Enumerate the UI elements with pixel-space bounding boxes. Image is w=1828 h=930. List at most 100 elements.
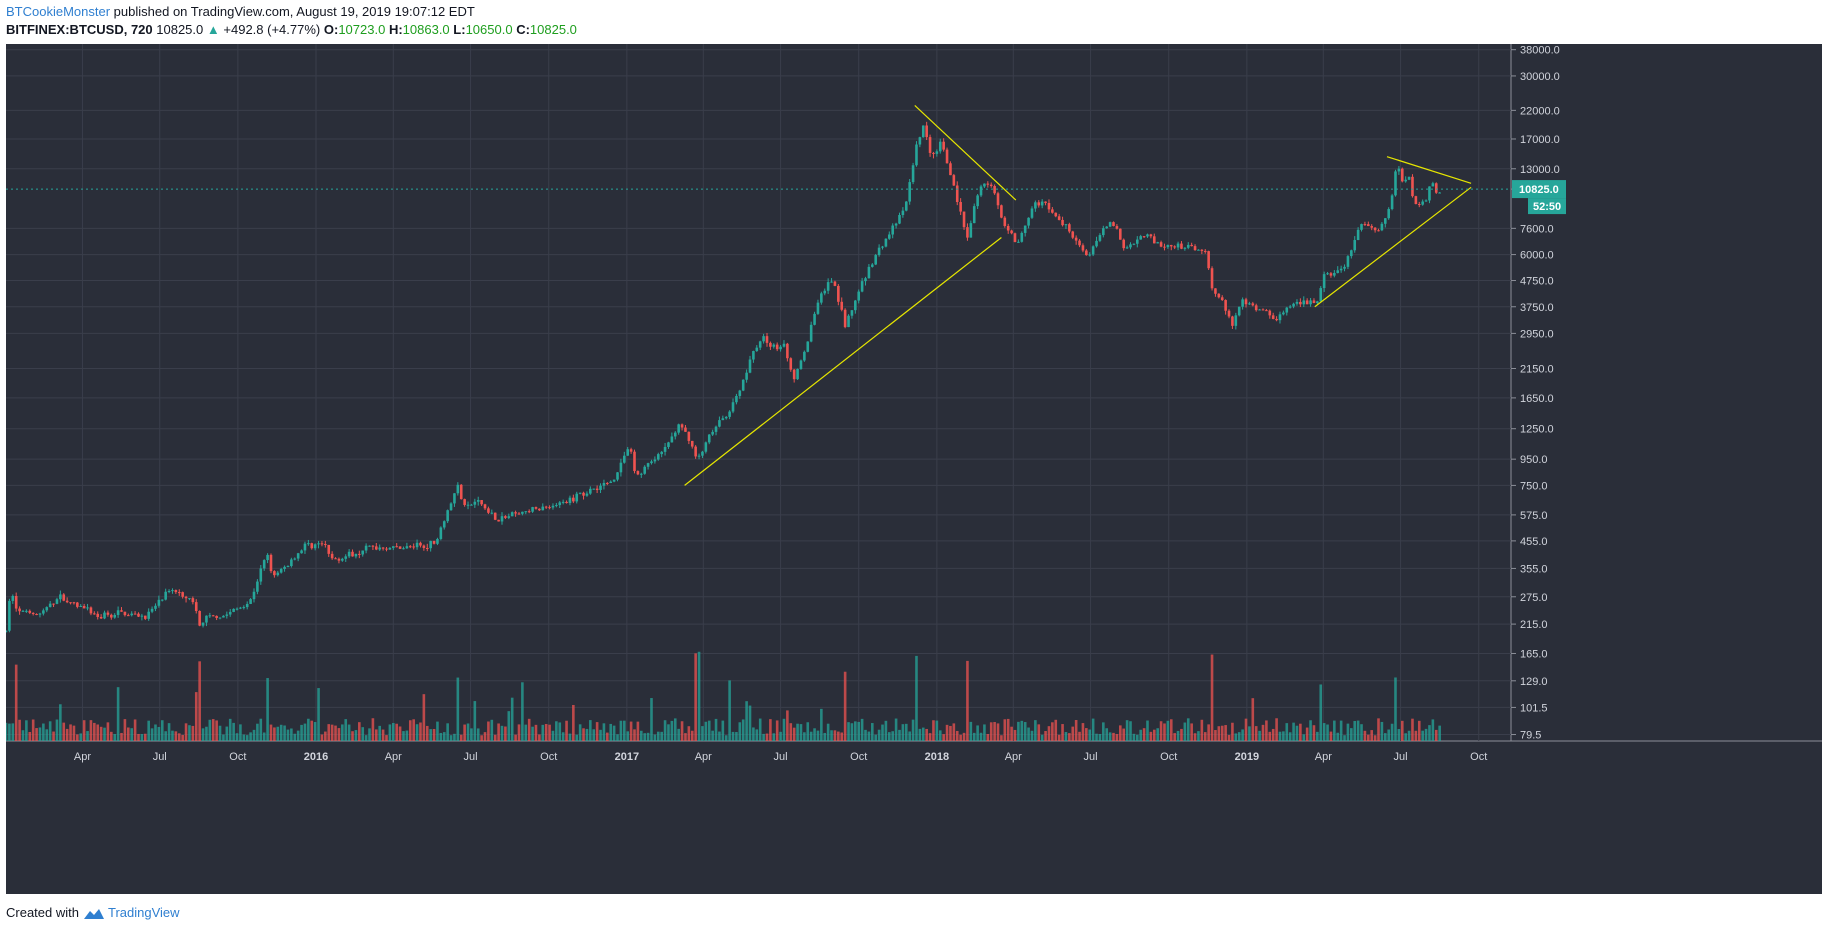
x-tick-label: Oct [229,751,246,763]
volume-bar [419,722,422,741]
volume-bar [959,734,962,741]
volume-bar [551,730,555,741]
candle-body [1197,249,1200,251]
volume-bar [232,722,235,741]
volume-bar [310,720,314,741]
tradingview-link[interactable]: TradingView [108,905,180,920]
candle-body [164,591,167,600]
symbol-label: BITFINEX:BTCUSD, 720 [6,22,153,37]
candle-body [1346,256,1350,267]
candle-body [313,544,317,549]
candle-body [1030,208,1034,218]
volume-bar [1095,733,1098,741]
volume-bar [25,720,28,741]
candle-body [35,614,38,616]
candle-body [436,538,439,544]
candle-body [1275,318,1278,321]
candle-body [45,607,49,611]
volume-bar [157,726,161,741]
volume-bar [358,722,361,741]
plot-area [6,44,1511,741]
volume-bar [42,723,45,741]
candle-body [1166,245,1170,248]
candle-body [1085,250,1088,256]
candle-body [1017,241,1020,243]
volume-bar [612,725,616,741]
volume-bar [1373,735,1377,741]
candle-body [1152,236,1156,244]
candle-body [816,302,820,314]
volume-bar [803,732,806,741]
candle-body [154,605,157,609]
candle-body [779,346,782,350]
volume-bar [1329,731,1333,741]
author-link[interactable]: BTCookieMonster [6,4,111,19]
candle-body [1414,196,1418,205]
candle-body [72,602,76,604]
candle-body [673,432,677,437]
volume-bar [52,731,55,741]
volume-bar [789,723,793,741]
candle-body [453,493,456,504]
candle-body [55,599,59,604]
candle-body [653,459,657,462]
volume-bar [1282,731,1285,741]
volume-bar [572,704,575,741]
volume-bar [446,723,449,741]
volume-bar [483,732,487,741]
candle-body [1091,246,1095,255]
volume-bar [1081,723,1085,741]
tradingview-logo-icon [83,908,104,919]
volume-bar [1254,726,1258,741]
candle-body [235,608,239,610]
candle-body [932,152,935,154]
volume-bar [507,711,511,741]
candle-body [1214,288,1217,294]
volume-bar [313,722,317,741]
volume-bar [561,732,565,741]
volume-bar [966,660,969,741]
volume-bar [188,725,191,741]
volume-bar [436,721,439,741]
candle-body [707,434,711,443]
volume-bar [1044,731,1047,741]
candle-body [1203,250,1207,252]
candle-body [551,505,555,508]
candle-body [578,492,582,494]
candle-body [283,566,286,569]
candle-body [324,543,327,545]
candle-body [211,615,215,617]
volume-bar [1414,730,1418,741]
candle-body [1224,300,1227,311]
candle-body [1333,272,1336,276]
candle-body [1108,222,1112,227]
candle-body [1180,243,1183,249]
y-tick-label: 6000.0 [1520,250,1554,262]
candle-body [1268,310,1272,316]
candle-body [290,559,293,567]
candle-body [1054,212,1058,217]
volume-bar [449,735,453,741]
volume-bar [928,733,932,741]
volume-bar [1163,723,1166,741]
volume-bar [194,692,198,741]
volume-bar [147,720,150,741]
candle-body [799,360,803,369]
candle-body [1074,237,1078,241]
volume-bar [1105,728,1109,741]
candle-body [1040,201,1044,206]
volume-bar [1085,728,1088,741]
candle-body [1176,243,1180,248]
volume-bar [1390,723,1394,741]
candle-body [279,568,283,573]
volume-bar [1251,698,1255,741]
price-chart[interactable]: 38000.0 30000.0 22000.0 17000.0 13000.0 10825… [6,44,1822,894]
x-tick-label: Oct [1470,751,1487,763]
candle-body [14,596,18,609]
volume-bar [55,719,59,741]
candle-body [942,141,945,150]
volume-bar [1074,719,1078,741]
candle-body [167,590,171,592]
volume-bar [555,721,558,741]
candle-body [623,455,626,463]
